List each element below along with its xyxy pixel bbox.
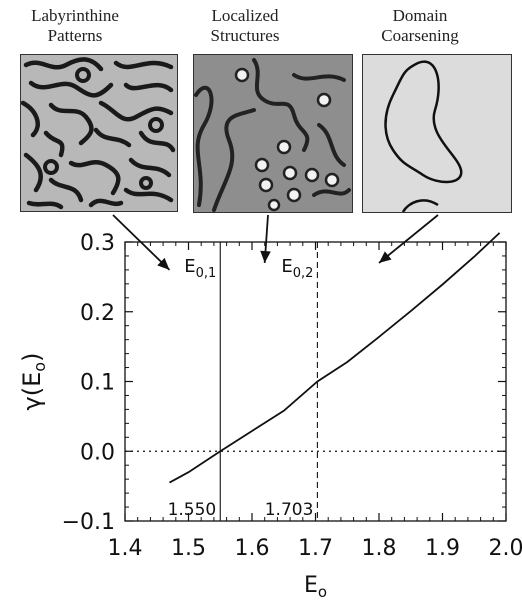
x-tick-label: 1.8 — [362, 536, 397, 561]
panel-title-domain: Domain Coarsening — [345, 6, 495, 46]
plot-border — [124, 241, 507, 522]
y-tick-label: −0.1 — [62, 510, 115, 535]
threshold-label-2: E0,2 — [281, 256, 313, 281]
panel-arrowhead-3 — [379, 251, 392, 263]
y-tick-label: 0.3 — [80, 231, 115, 256]
axis-ticks: 1.4 1.5 1.6 1.7 1.8 1.9 2.0 −0.1 0.0 0.1 0.2 0.3 — [62, 231, 522, 561]
panel-arrowhead-1 — [157, 257, 170, 270]
localized-structures-pattern-image — [193, 54, 353, 213]
plot-lines: E0,1 1.550 E0,2 1.703 — [125, 232, 506, 521]
gamma-curve — [169, 232, 501, 484]
x-tick-label: 1.9 — [425, 536, 460, 561]
y-tick-label: 0.1 — [80, 371, 115, 396]
panel-title-line2: Coarsening — [381, 26, 459, 45]
panel-title-line1: Labyrinthine — [31, 6, 119, 25]
y-axis-label: γ(Eo) — [18, 353, 49, 411]
x-tick-label: 2.0 — [489, 536, 522, 561]
panel-title-line1: Localized — [211, 6, 279, 25]
x-tick-label: 1.5 — [171, 536, 206, 561]
panel-arrow-1 — [112, 214, 171, 271]
y-tick-label: 0.0 — [80, 440, 115, 465]
panel-title-localized: Localized Structures — [170, 6, 320, 46]
threshold-value-2: 1.703 — [265, 500, 314, 520]
x-tick-label: 1.4 — [108, 536, 143, 561]
x-tick-label: 1.6 — [235, 536, 270, 561]
threshold-value-1: 1.550 — [168, 500, 217, 520]
x-tick-label: 1.7 — [298, 536, 333, 561]
plot-frame — [124, 241, 507, 522]
panel-arrows — [112, 214, 439, 271]
panel-arrowhead-2 — [260, 250, 271, 263]
panel-arrow-3 — [378, 214, 439, 264]
threshold-label-1: E0,1 — [184, 256, 216, 281]
panel-title-line1: Domain — [392, 6, 448, 25]
panel-title-line2: Patterns — [47, 26, 103, 45]
labyrinth-pattern-image — [20, 54, 178, 212]
panel-title-labyrinthine: Labyrinthine Patterns — [0, 6, 150, 46]
y-tick-label: 0.2 — [80, 301, 115, 326]
panel-title-line2: Structures — [210, 26, 280, 45]
x-axis-label: Eo — [304, 573, 327, 601]
domain-coarsening-pattern-image — [362, 54, 512, 213]
axis-labels: Eo γ(Eo) — [18, 353, 327, 601]
